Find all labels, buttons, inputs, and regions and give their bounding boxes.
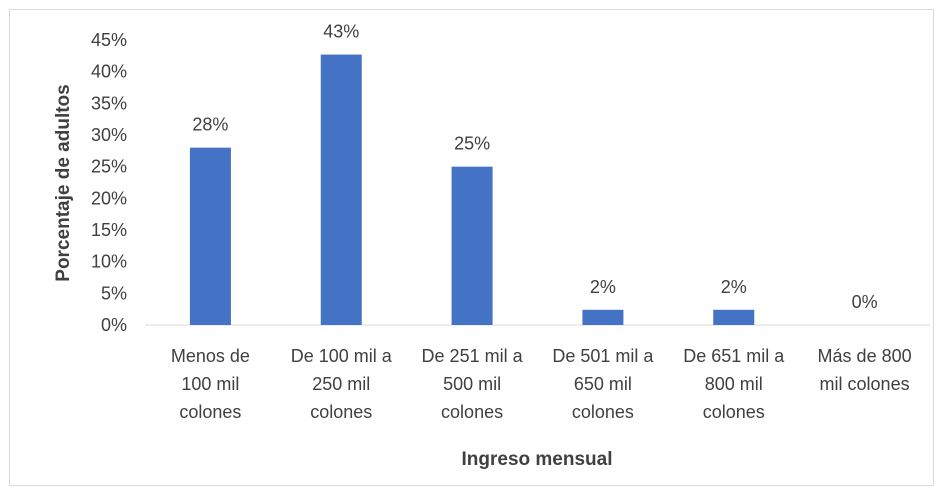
data-label: 43% (323, 22, 359, 42)
y-tick-label: 5% (101, 283, 127, 303)
y-tick-label: 35% (91, 93, 127, 113)
y-tick-label: 40% (91, 62, 127, 82)
x-axis-title: Ingreso mensual (462, 449, 613, 470)
x-tick-label: De 501 mil a 650 mil colones (552, 346, 654, 422)
y-tick-label: 20% (91, 188, 127, 208)
x-tick-label: De 251 mil a 500 mil colones (422, 346, 524, 422)
data-label: 25% (454, 134, 490, 154)
x-axis-ticks: Menos de 100 mil colones De 100 mil a 250 mi… (171, 346, 912, 422)
bar (713, 309, 755, 325)
bar (582, 309, 624, 325)
y-tick-label: 0% (101, 315, 127, 335)
bars (189, 54, 755, 326)
x-tick-label: Más de 800 mil colones (818, 346, 912, 394)
y-tick-label: 45% (91, 30, 127, 50)
y-axis-ticks: 0% 5% 10% 15% 20% 25% 30% 35% 40% 45% (91, 30, 127, 335)
x-tick-label: De 100 mil a 250 mil colones (291, 346, 393, 422)
x-tick-label: Menos de 100 mil colones (171, 346, 250, 422)
data-label: 2% (721, 277, 747, 297)
bar (189, 147, 231, 325)
y-axis-title: Porcentaje de adultos (53, 84, 74, 281)
y-tick-label: 15% (91, 220, 127, 240)
bar (451, 166, 493, 325)
y-tick-label: 10% (91, 252, 127, 272)
data-label: 2% (590, 277, 616, 297)
data-label: 0% (852, 292, 878, 312)
y-tick-label: 25% (91, 157, 127, 177)
y-tick-label: 30% (91, 125, 127, 145)
x-tick-label: De 651 mil a 800 mil colones (683, 346, 785, 422)
bar (320, 54, 362, 326)
data-label: 28% (192, 115, 228, 135)
data-labels: 28% 43% 25% 2% 2% 0% (192, 22, 877, 312)
